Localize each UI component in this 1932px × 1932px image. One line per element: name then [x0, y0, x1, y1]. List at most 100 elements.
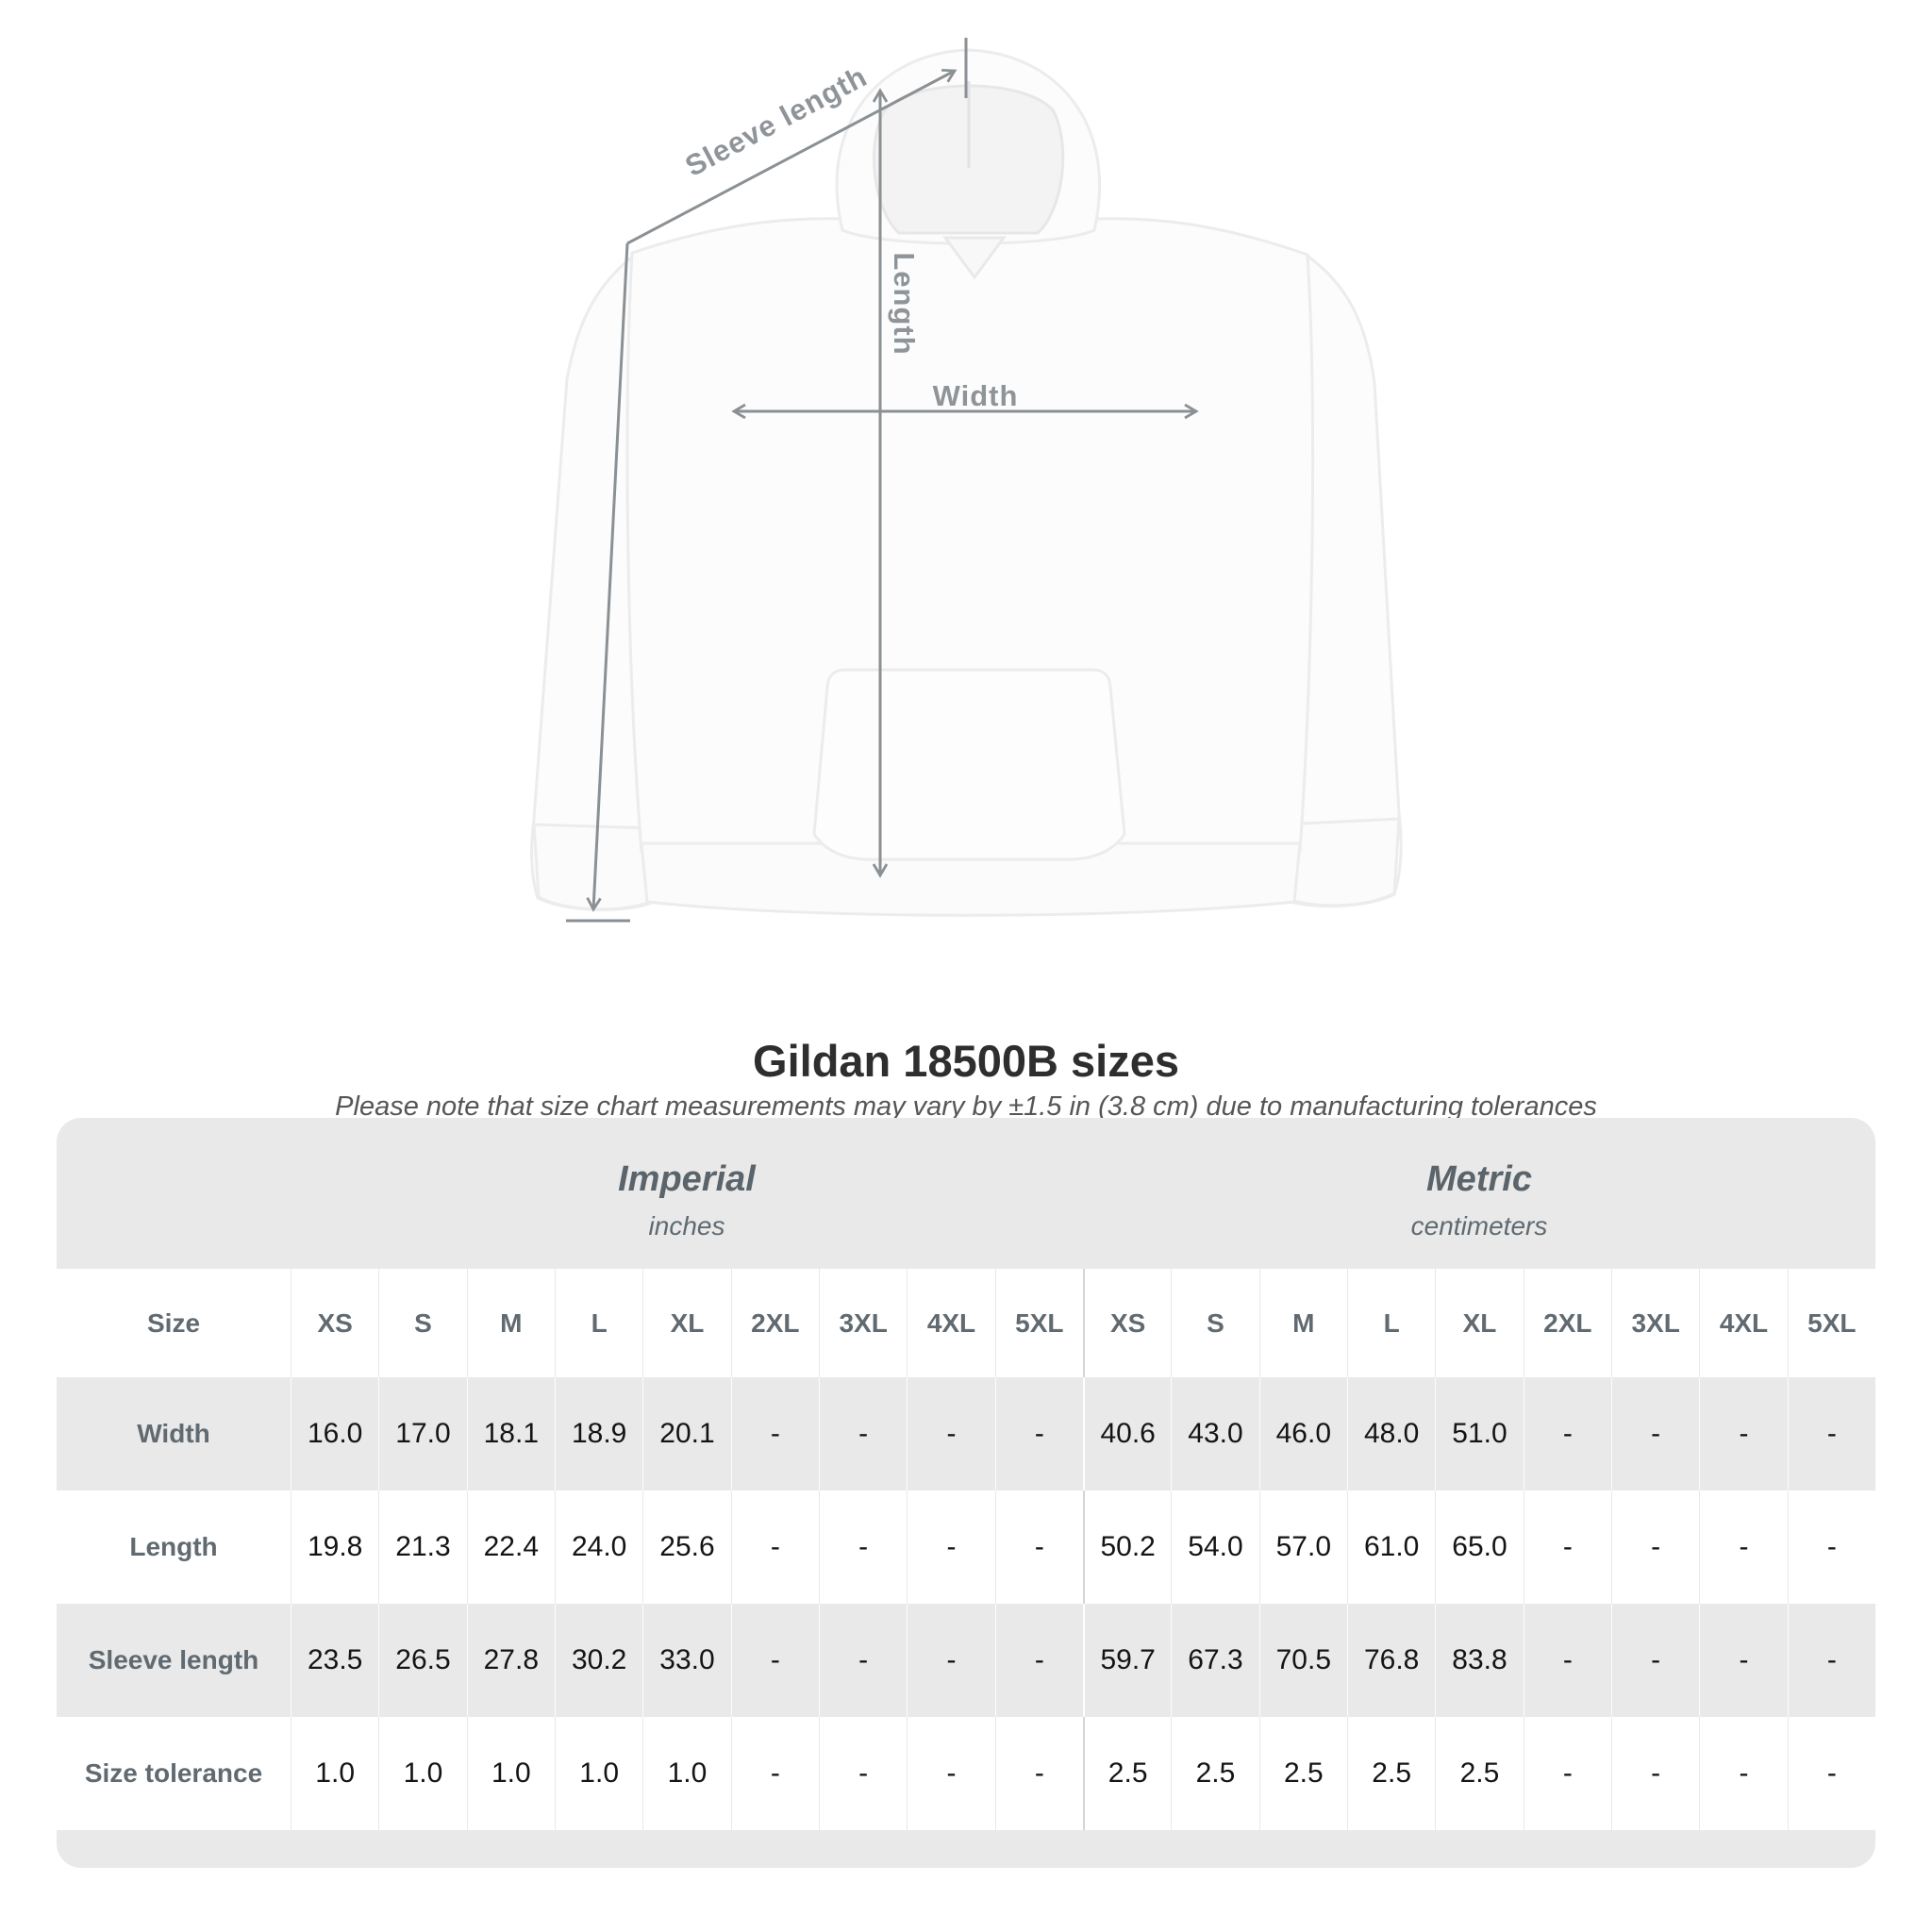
table-cell: -: [1611, 1604, 1699, 1717]
size-table: Size XS S M L XL 2XL 3XL 4XL 5XL XS S M L XL 2XL 3XL 4XL 5…: [57, 1269, 1875, 1830]
table-cell: -: [1523, 1604, 1611, 1717]
table-cell: -: [730, 1604, 819, 1717]
page-title: Gildan 18500B sizes: [753, 1036, 1179, 1087]
table-cell: 25.6: [642, 1491, 730, 1604]
hoodie-measurement-diagram: Sleeve length Length Width: [530, 38, 1932, 923]
metric-header: Metric centimeters: [1083, 1118, 1875, 1269]
size-header-imperial-5xl: 5XL: [994, 1269, 1083, 1377]
table-cell: 2.5: [1083, 1717, 1171, 1830]
table-cell: 76.8: [1347, 1604, 1435, 1717]
table-cell: 67.3: [1171, 1604, 1258, 1717]
table-cell: -: [907, 1491, 994, 1604]
table-cell: 61.0: [1347, 1491, 1435, 1604]
sleeve-length-diagonal-arrow: [626, 71, 955, 245]
table-cell: 33.0: [642, 1604, 730, 1717]
table-cell: 48.0: [1347, 1377, 1435, 1491]
table-cell: -: [1611, 1377, 1699, 1491]
table-cell: 2.5: [1171, 1717, 1258, 1830]
size-header-imperial-2xl: 2XL: [730, 1269, 819, 1377]
table-cell: -: [1787, 1717, 1875, 1830]
table-cell: 18.1: [466, 1377, 555, 1491]
table-cell: 83.8: [1435, 1604, 1523, 1717]
table-cell: 40.6: [1083, 1377, 1171, 1491]
table-cell: 22.4: [466, 1491, 555, 1604]
table-cell: -: [730, 1491, 819, 1604]
table-cell: -: [819, 1717, 907, 1830]
size-header-metric-2xl: 2XL: [1523, 1269, 1611, 1377]
size-header-imperial-s: S: [378, 1269, 466, 1377]
size-column-header: Size: [146, 1307, 201, 1338]
size-header-imperial-xs: XS: [291, 1269, 378, 1377]
row-label: Sleeve length: [88, 1645, 259, 1674]
imperial-header: Imperial inches: [291, 1118, 1083, 1269]
imperial-header-title: Imperial: [618, 1158, 756, 1199]
table-row: Length 19.8 21.3 22.4 24.0 25.6- - - -50.2 54.0 57…: [57, 1491, 1875, 1604]
table-cell: 1.0: [466, 1717, 555, 1830]
sleeve-length-vertical-arrow: [593, 242, 629, 909]
table-cell: -: [730, 1377, 819, 1491]
row-label: Size tolerance: [84, 1758, 263, 1788]
table-cell: 1.0: [642, 1717, 730, 1830]
table-cell: -: [1787, 1604, 1875, 1717]
table-cell: 20.1: [642, 1377, 730, 1491]
table-cell: -: [907, 1377, 994, 1491]
table-cell: 2.5: [1258, 1717, 1347, 1830]
metric-header-unit: centimeters: [1410, 1210, 1548, 1241]
table-cell: 59.7: [1083, 1604, 1171, 1717]
table-cell: 43.0: [1171, 1377, 1258, 1491]
unit-header-row: Imperial inches Metric centimeters: [57, 1118, 1875, 1269]
length-label: Length: [888, 252, 921, 356]
table-cell: 51.0: [1435, 1377, 1523, 1491]
table-cell: 16.0: [291, 1377, 378, 1491]
table-cell: -: [1523, 1377, 1611, 1491]
table-cell: 2.5: [1435, 1717, 1523, 1830]
row-label: Width: [137, 1419, 210, 1448]
table-row: Sleeve length 23.5 26.5 27.8 30.2 33.0- - - -59.…: [57, 1604, 1875, 1717]
hoodie-illustration: [530, 48, 1403, 917]
table-cell: -: [907, 1604, 994, 1717]
table-cell: 23.5: [291, 1604, 378, 1717]
size-header-imperial-4xl: 4XL: [907, 1269, 994, 1377]
table-cell: -: [1523, 1491, 1611, 1604]
table-cell: -: [1699, 1491, 1787, 1604]
table-cell: 27.8: [466, 1604, 555, 1717]
size-header-metric-l: L: [1347, 1269, 1435, 1377]
table-cell: 1.0: [378, 1717, 466, 1830]
table-cell: 46.0: [1258, 1377, 1347, 1491]
table-cell: -: [1787, 1491, 1875, 1604]
table-cell: 17.0: [378, 1377, 466, 1491]
table-cell: 57.0: [1258, 1491, 1347, 1604]
table-cell: -: [994, 1377, 1083, 1491]
table-cell: -: [819, 1604, 907, 1717]
size-header-imperial-xl: XL: [642, 1269, 730, 1377]
table-cell: 30.2: [555, 1604, 642, 1717]
table-cell: 18.9: [555, 1377, 642, 1491]
table-cell: -: [1611, 1491, 1699, 1604]
width-label: Width: [932, 379, 1019, 412]
measurement-arrows-overlay: [566, 38, 1932, 923]
row-label: Length: [129, 1532, 218, 1561]
table-cell: -: [1611, 1717, 1699, 1830]
table-cell: -: [819, 1377, 907, 1491]
size-header-metric-3xl: 3XL: [1611, 1269, 1699, 1377]
table-cell: 21.3: [378, 1491, 466, 1604]
table-header-row: Size XS S M L XL 2XL 3XL 4XL 5XL XS S M L XL 2XL 3XL 4XL 5…: [57, 1269, 1875, 1377]
size-header-imperial-3xl: 3XL: [819, 1269, 907, 1377]
size-table-panel: Imperial inches Metric centimeters Size X…: [57, 1118, 1875, 1868]
table-cell: 26.5: [378, 1604, 466, 1717]
size-header-metric-xs: XS: [1083, 1269, 1171, 1377]
table-cell: -: [1787, 1377, 1875, 1491]
table-cell: 70.5: [1258, 1604, 1347, 1717]
table-cell: -: [994, 1717, 1083, 1830]
table-cell: -: [994, 1491, 1083, 1604]
table-cell: 19.8: [291, 1491, 378, 1604]
size-header-metric-s: S: [1171, 1269, 1258, 1377]
tolerance-note: Please note that size chart measurements…: [335, 1091, 1597, 1122]
table-row: Size tolerance 1.0 1.0 1.0 1.0 1.0- - - -2.5 2.5 2…: [57, 1717, 1875, 1830]
table-cell: -: [730, 1717, 819, 1830]
size-header-imperial-l: L: [555, 1269, 642, 1377]
size-header-metric-5xl: 5XL: [1787, 1269, 1875, 1377]
size-header-metric-xl: XL: [1435, 1269, 1523, 1377]
table-cell: 50.2: [1083, 1491, 1171, 1604]
